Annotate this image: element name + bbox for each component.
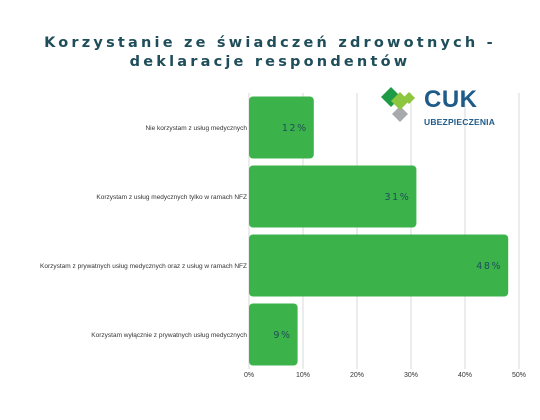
- x-tick-label: 50%: [512, 372, 526, 379]
- bars: [249, 96, 509, 366]
- bar-value-label: 9%: [273, 330, 291, 341]
- x-tick-label: 20%: [350, 372, 364, 379]
- logo-name: CUK: [424, 86, 478, 113]
- cuk-logo: CUK UBEZPIECZENIA: [378, 82, 502, 132]
- x-tick-label: 10%: [296, 372, 310, 379]
- bar-value-label: 12%: [282, 123, 308, 134]
- category-label: Korzystam z prywatnych usług medycznych …: [40, 263, 247, 270]
- x-tick-label: 40%: [458, 372, 472, 379]
- x-tick-label: 0%: [244, 372, 254, 379]
- bar: [249, 96, 314, 159]
- chart-title-line-1: Korzystanie ze świadczeń zdrowotnych -: [44, 35, 496, 51]
- category-label: Korzystam wyłącznie z prywatnych usług m…: [91, 332, 247, 339]
- chart-title-line-2: deklaracje respondentów: [129, 54, 411, 70]
- bar: [249, 165, 417, 228]
- chart-title: Korzystanie ze świadczeń zdrowotnych - d…: [0, 34, 540, 72]
- bar-value-label: 31%: [384, 192, 410, 203]
- category-label: Korzystam z usług medycznych tylko w ram…: [96, 194, 247, 201]
- logo-diamond-icon: [381, 87, 415, 122]
- category-label: Nie korzystam z usług medycznych: [145, 125, 247, 132]
- x-tick-label: 30%: [404, 372, 418, 379]
- x-axis-ticks: 0% 10% 20% 30% 40% 50%: [244, 372, 526, 379]
- bar-value-label: 48%: [476, 261, 502, 272]
- value-labels: 12% 31% 48% 9%: [273, 123, 502, 341]
- logo-subtitle: UBEZPIECZENIA: [424, 117, 496, 127]
- category-labels: Nie korzystam z usług medycznych Korzysta…: [40, 125, 247, 339]
- bar: [249, 303, 298, 366]
- bar: [249, 234, 509, 297]
